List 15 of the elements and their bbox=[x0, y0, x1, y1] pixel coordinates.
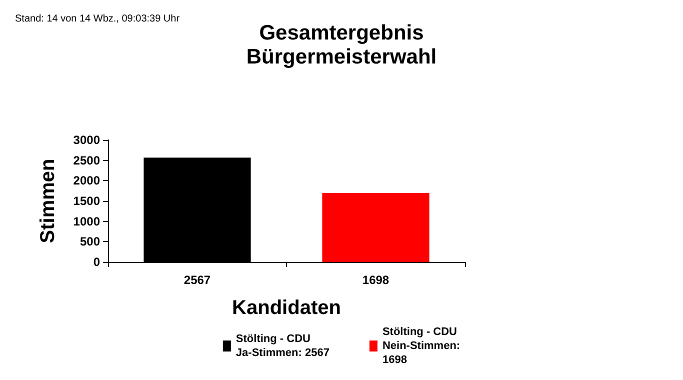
x-tick-label: 1698 bbox=[362, 273, 390, 287]
chart-title: Gesamtergebnis Bürgermeisterwahl bbox=[246, 22, 437, 68]
y-tick-label: 2000 bbox=[73, 174, 100, 188]
legend-label: Stölting - CDU Nein-Stimmen: 1698 bbox=[382, 326, 460, 366]
x-axis-title: Kandidaten bbox=[232, 297, 341, 319]
y-tick-label: 2500 bbox=[73, 153, 100, 168]
y-tick-label: 1000 bbox=[73, 214, 100, 228]
y-tick-label: 500 bbox=[80, 234, 100, 249]
text: Stand: 14 von 14 Wbz., 09:03:39 Uhr bbox=[15, 14, 180, 24]
y-tick-label: 0 bbox=[93, 255, 100, 269]
y-tick-label: 1500 bbox=[73, 194, 100, 208]
legend-label: Stölting - CDU Ja-Stimmen: 2567 bbox=[236, 333, 330, 359]
x-tick-label: 2567 bbox=[184, 273, 211, 287]
y-tick-label: 3000 bbox=[73, 133, 100, 147]
y-axis-title: Stimmen bbox=[37, 158, 59, 244]
